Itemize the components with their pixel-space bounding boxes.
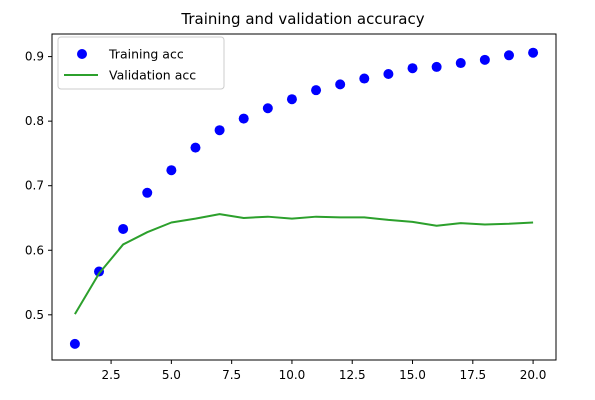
legend-box [57,36,225,90]
y-tick-label: 0.7 [25,179,44,193]
x-tick-label: 12.5 [339,368,366,382]
y-tick-label: 0.5 [25,308,44,322]
legend: Training acc Validation acc [57,36,225,90]
legend-label-validation-acc: Validation acc [109,68,196,83]
axes: 2.5 5.0 7.5 10.0 12.5 15.0 17.5 20.0 0.5 0.6 0.7 0.… [25,33,557,382]
data-point-training-acc [528,47,539,58]
data-point-training-acc [262,103,273,114]
data-point-training-acc [503,50,514,61]
data-point-training-acc [359,73,370,84]
y-tick-label: 0.8 [25,114,44,128]
legend-marker-training-acc [77,49,87,59]
y-tick-label: 0.6 [25,243,44,257]
x-tick-label: 5.0 [162,368,181,382]
x-tick-label: 15.0 [399,368,426,382]
data-point-training-acc [455,58,466,69]
x-tick-label: 7.5 [222,368,241,382]
chart-title: Training and validation accuracy [180,10,424,28]
x-tick-label: 10.0 [279,368,306,382]
data-point-training-acc [479,54,490,65]
data-point-training-acc [311,85,322,96]
x-tick-label: 2.5 [102,368,121,382]
legend-label-training-acc: Training acc [108,47,184,62]
data-point-training-acc [142,187,153,198]
y-tick-label: 0.9 [25,50,44,64]
data-point-training-acc [166,165,177,176]
x-tick-label: 17.5 [459,368,486,382]
data-point-training-acc [214,125,225,136]
data-point-training-acc [286,94,297,105]
data-point-training-acc [238,113,249,124]
data-point-training-acc [190,142,201,153]
data-point-training-acc [335,79,346,90]
plot-area [69,47,539,349]
x-tick-label: 20.0 [520,368,547,382]
series-line-validation-acc [74,213,534,315]
data-point-training-acc [69,338,80,349]
axes-frame [51,33,557,361]
data-point-training-acc [118,223,129,234]
data-point-training-acc [407,63,418,74]
data-point-training-acc [431,61,442,72]
data-point-training-acc [383,69,394,80]
